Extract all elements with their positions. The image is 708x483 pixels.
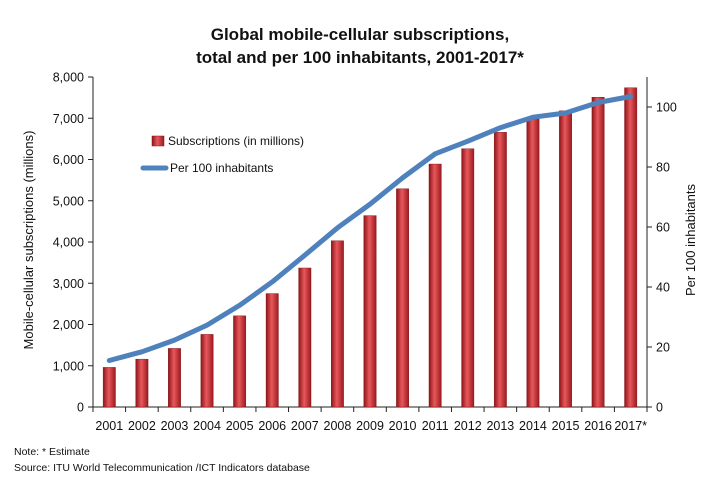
y-right-tick-label: 100 [656, 101, 677, 115]
y-right-tick-label: 40 [656, 281, 670, 295]
bar [331, 240, 344, 408]
y-left-tick-label: 4,000 [53, 236, 84, 250]
bar-series [102, 87, 638, 408]
x-tick-label: 2009 [356, 419, 384, 433]
x-tick-label: 2014 [519, 419, 547, 433]
footnote-source: Source: ITU World Telecommunication /ICT… [14, 462, 310, 474]
x-tick-label: 2017* [614, 419, 647, 433]
x-tick-label: 2011 [422, 419, 449, 433]
legend: Subscriptions (in millions) Per 100 inha… [140, 134, 304, 175]
bar [396, 188, 409, 408]
x-tick-label: 2006 [258, 419, 286, 433]
y-axis-left-label: Mobile-cellular subscriptions (millions) [21, 131, 36, 350]
x-tick-label: 2010 [389, 419, 417, 433]
x-tick-label: 2005 [226, 419, 254, 433]
bar [233, 315, 247, 408]
x-tick-label: 2016 [584, 419, 612, 433]
bar [200, 334, 214, 408]
y-right-tick-label: 20 [656, 341, 670, 355]
y-left-tick-label: 5,000 [53, 194, 84, 208]
chart-title-line-2: total and per 100 inhabitants, 2001-2017… [196, 48, 524, 67]
x-tick-label: 2008 [324, 419, 352, 433]
y-left-tick-label: 3,000 [53, 277, 84, 291]
x-tick-label: 2015 [552, 419, 580, 433]
x-tick-label: 2012 [454, 419, 482, 433]
footnote-estimate: Note: * Estimate [14, 446, 90, 458]
per-100-line [106, 94, 634, 363]
x-tick-label: 2001 [95, 419, 123, 433]
bar [428, 163, 442, 408]
y-right-tick-label: 60 [656, 221, 670, 235]
legend-label-per-100: Per 100 inhabitants [170, 161, 273, 175]
x-tick-label: 2004 [193, 419, 221, 433]
y-left-tick-label: 2,000 [53, 318, 84, 332]
y-left-tick-label: 1,000 [53, 359, 84, 373]
x-tick-label: 2007 [291, 419, 319, 433]
bar [591, 97, 605, 408]
bar [135, 358, 149, 408]
chart-title-line-1: Global mobile-cellular subscriptions, [211, 25, 510, 44]
y-left-tick-label: 6,000 [53, 153, 84, 167]
line-series [106, 94, 634, 363]
y-left-tick-label: 0 [77, 401, 84, 415]
bar [624, 87, 638, 408]
bar [461, 148, 475, 408]
bar [493, 132, 507, 408]
tick-labels: 0 1,000 2,000 3,000 4,000 5,000 6,000 7,000 8,00… [53, 71, 677, 434]
y-left-tick-label: 8,000 [53, 71, 84, 85]
y-right-tick-label: 80 [656, 161, 670, 175]
y-right-tick-label: 0 [656, 401, 663, 415]
bar [168, 348, 181, 408]
bar [526, 118, 540, 408]
bar [102, 367, 116, 408]
legend-label-subscriptions: Subscriptions (in millions) [168, 134, 304, 148]
bar [298, 267, 312, 408]
y-left-tick-label: 7,000 [53, 112, 84, 126]
y-axis-right-label: Per 100 inhabitants [683, 183, 698, 296]
x-tick-label: 2013 [486, 419, 514, 433]
bar [265, 293, 279, 408]
x-tick-label: 2003 [161, 419, 189, 433]
bar [363, 215, 377, 408]
bar [559, 110, 572, 408]
x-tick-label: 2002 [128, 419, 156, 433]
legend-swatch-bar [151, 135, 165, 147]
